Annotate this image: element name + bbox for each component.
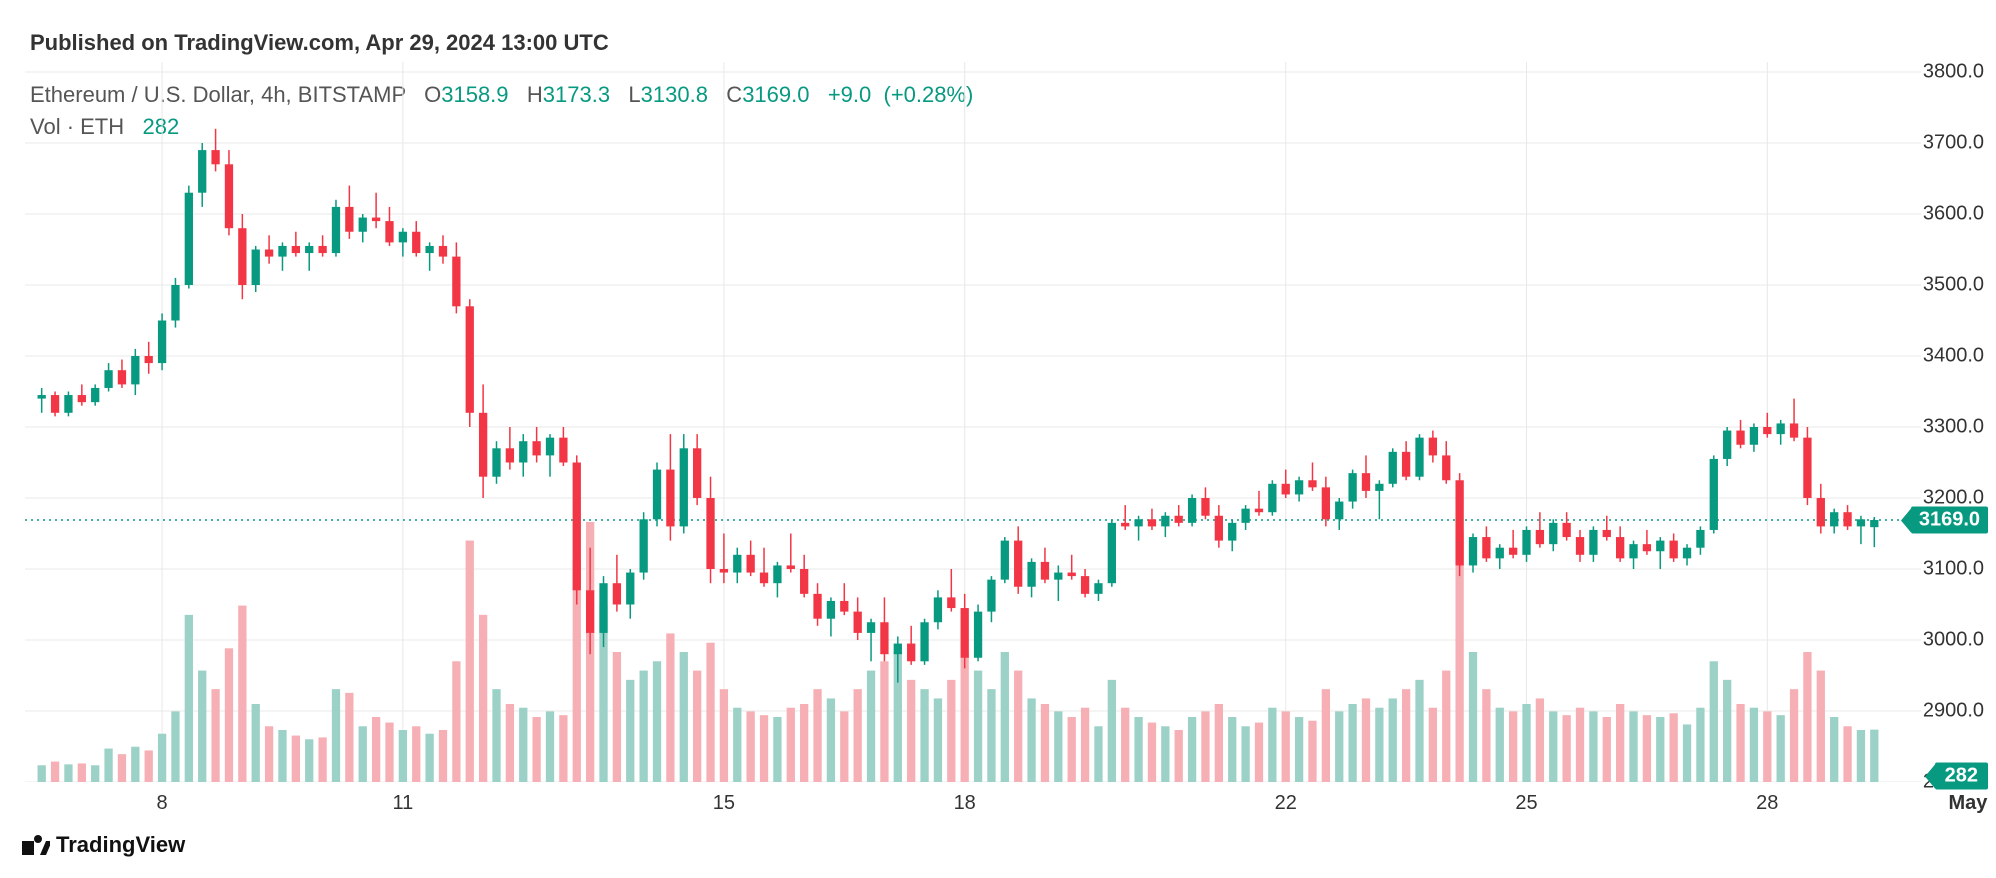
y-tick-label: 3700.0 [1923,132,1984,155]
x-tick-label: 15 [713,792,735,815]
y-axis: 3800.03700.03600.03500.03400.03300.03200… [1914,62,1984,782]
y-tick-label: 3400.0 [1923,345,1984,368]
x-axis: 8111518222528May [25,792,1921,822]
current-volume-badge: 282 [1935,763,1988,790]
x-tick-label: 8 [157,792,168,815]
y-tick-label: 3500.0 [1923,274,1984,297]
y-tick-label: 3600.0 [1923,203,1984,226]
chart-widget: Published on TradingView.com, Apr 29, 20… [0,0,1996,878]
x-tick-label: 28 [1756,792,1778,815]
current-price-value: 3169.0 [1919,509,1980,532]
published-prefix: Published on [30,30,174,55]
published-site: TradingView.com [174,30,354,55]
y-tick-label: 2900.0 [1923,700,1984,723]
tradingview-logo: TradingView [22,832,185,858]
current-price-badge: 3169.0 [1911,507,1988,534]
current-volume-value: 282 [1945,765,1978,787]
y-tick-label: 3300.0 [1923,416,1984,439]
y-tick-label: 3100.0 [1923,558,1984,581]
x-tick-label: 25 [1515,792,1537,815]
published-header: Published on TradingView.com, Apr 29, 20… [30,30,609,56]
x-tick-label: 18 [954,792,976,815]
x-tick-label: 22 [1275,792,1297,815]
logo-icon [22,835,50,855]
logo-text: TradingView [56,832,185,858]
published-date: , Apr 29, 2024 13:00 UTC [354,30,609,55]
x-tick-label: 11 [392,792,413,815]
chart-plot-area[interactable] [25,62,1921,782]
chart-svg [25,62,1921,782]
y-tick-label: 3800.0 [1923,61,1984,84]
y-tick-label: 3000.0 [1923,629,1984,652]
x-tick-label: May [1948,792,1987,815]
